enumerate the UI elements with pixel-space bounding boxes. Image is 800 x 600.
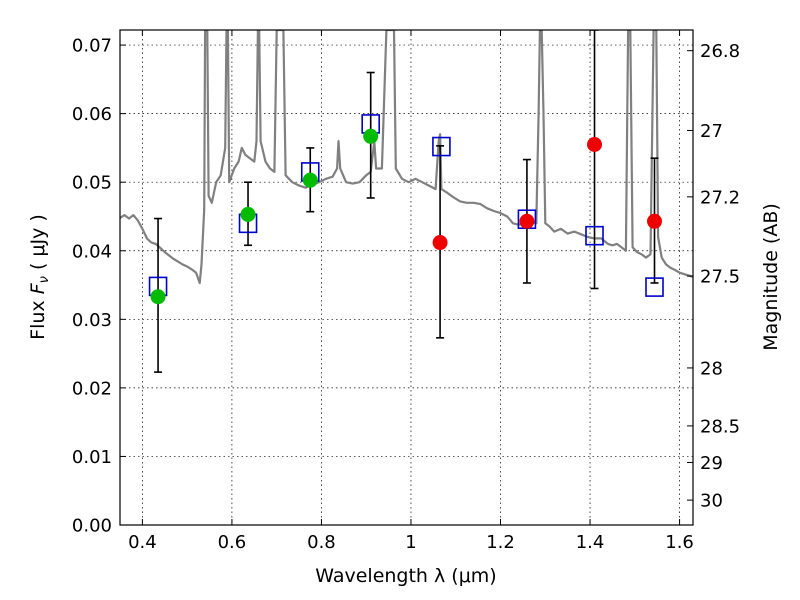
model-photometry-square [432, 136, 451, 157]
y-tick-label: 0.02 [72, 378, 112, 399]
y-tick-labels: 0.00 0.01 0.02 0.03 0.04 0.05 0.06 0.07 [72, 36, 112, 537]
ticks [120, 30, 693, 526]
y2-tick-label: 27.5 [700, 267, 740, 288]
model-photometry-square [585, 225, 604, 246]
y-axis-title-unit: ( μJy ) [27, 214, 49, 276]
y-tick-label: 0.03 [72, 310, 112, 331]
x-tick-label: 0.6 [218, 532, 247, 553]
y-tick-label: 0.07 [72, 36, 112, 57]
photometry-point [240, 206, 256, 222]
y2-tick-label: 28 [700, 358, 723, 379]
error-bars [154, 30, 659, 373]
photometry-point [587, 136, 603, 152]
photometry-point [150, 289, 166, 305]
y2-tick-label: 28.5 [700, 416, 740, 437]
y-axis-title: Flux Fν ( μJy ) [27, 214, 52, 340]
y-axis-title-variable: F [27, 282, 49, 294]
y-tick-label: 0.04 [72, 241, 112, 262]
photometry-point [432, 235, 448, 251]
y2-tick-labels: 26.8 27 27.2 27.5 28 28.5 29 30 [700, 41, 740, 511]
model-spectrum-line [120, 30, 693, 285]
y2-tick-label: 30 [700, 491, 723, 512]
model-spectrum-group [120, 30, 693, 285]
y2-tick-label: 27.2 [700, 187, 740, 208]
photometry-point [302, 172, 318, 188]
y2-tick-label: 29 [700, 453, 723, 474]
y2-axis-title: Magnitude (AB) [760, 203, 782, 351]
y-tick-label: 0.05 [72, 173, 112, 194]
plot-frame [119, 29, 694, 526]
y-tick-label: 0.01 [72, 447, 112, 468]
x-tick-label: 0.4 [128, 532, 157, 553]
observed-photometry-points [150, 128, 663, 305]
photometry-point [363, 128, 379, 144]
x-tick-label: 1.2 [486, 532, 515, 553]
x-tick-label: 1.4 [576, 532, 605, 553]
y-tick-label: 0.00 [72, 516, 112, 537]
y-tick-label: 0.06 [72, 104, 112, 125]
x-tick-label: 0.8 [307, 532, 336, 553]
x-axis-title: Wavelength λ (μm) [315, 565, 496, 587]
grid [120, 30, 693, 525]
y2-tick-label: 26.8 [700, 41, 740, 62]
x-tick-label: 1 [405, 532, 416, 553]
y-axis-title-subscript: ν [37, 276, 52, 283]
photometry-point [647, 213, 663, 229]
x-tick-labels: 0.4 0.6 0.8 1 1.2 1.4 1.6 [128, 532, 694, 553]
x-tick-label: 1.6 [665, 532, 694, 553]
model-photometry-squares [148, 114, 664, 297]
model-photometry-square [645, 277, 664, 297]
y-axis-title-lead: Flux [27, 294, 49, 340]
photometry-point [519, 213, 535, 229]
y2-tick-label: 27 [700, 121, 723, 142]
